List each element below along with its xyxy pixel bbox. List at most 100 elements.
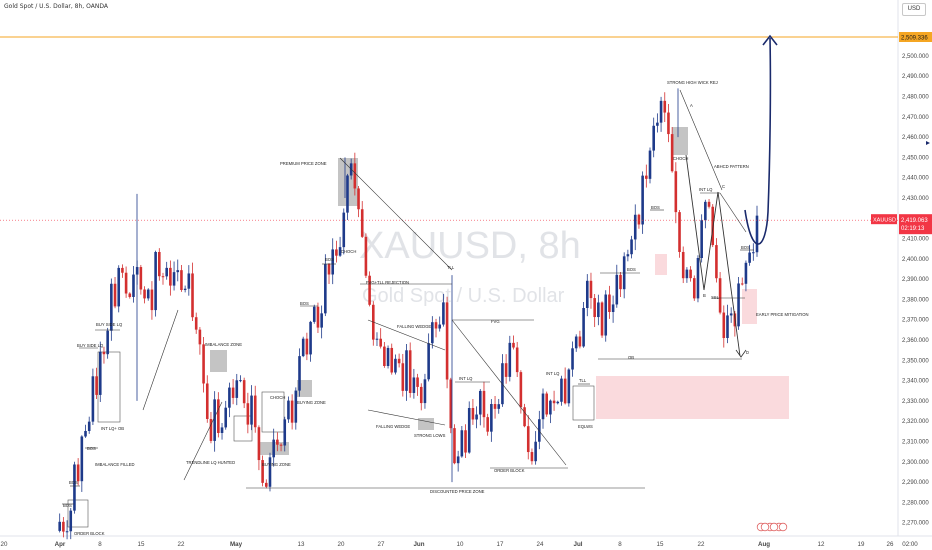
- candle: [180, 264, 183, 292]
- candle-body: [165, 267, 168, 277]
- annotation-label: INT LQ: [546, 371, 560, 376]
- candle-body: [224, 407, 228, 428]
- candle: [305, 332, 309, 361]
- candle: [246, 392, 250, 434]
- candle-body: [604, 294, 608, 336]
- event-flag-icon[interactable]: [760, 522, 770, 532]
- event-flag-icon[interactable]: [778, 522, 788, 532]
- candle: [700, 214, 703, 263]
- candle: [205, 375, 209, 423]
- event-flag-icon[interactable]: [769, 522, 779, 532]
- candle-body: [209, 418, 213, 441]
- candle-body: [272, 439, 275, 458]
- candle: [726, 304, 729, 344]
- candle-body: [608, 294, 611, 312]
- annotation-label: BOS: [651, 205, 660, 210]
- currency-button[interactable]: USD: [902, 3, 926, 16]
- time-tick-label: Jun: [413, 541, 424, 548]
- candle-body: [408, 350, 412, 393]
- candle-body: [453, 428, 456, 464]
- annotation-label: BUY SIDE LQ: [77, 343, 104, 348]
- candle: [478, 389, 482, 426]
- candle: [143, 286, 146, 304]
- candle-body: [482, 390, 486, 418]
- annotation-label: BOS: [627, 267, 636, 272]
- candle-body: [364, 236, 368, 276]
- choch-box: [672, 127, 688, 155]
- trendline-box: [233, 415, 253, 442]
- annotation-label: TRENDLINE LQ HUNTED: [186, 460, 235, 465]
- candle: [228, 382, 231, 418]
- annotation-label: DISCOUNTED PRICE ZONE: [430, 489, 485, 494]
- candle: [408, 342, 412, 398]
- candle: [545, 391, 548, 417]
- trendline: [339, 157, 453, 271]
- candle: [449, 377, 453, 434]
- price-tick-label: 2,370.000: [902, 318, 929, 324]
- candle-body: [641, 175, 644, 225]
- strong-lows-box: [418, 418, 434, 430]
- candle-body: [497, 404, 501, 409]
- candle: [696, 255, 700, 303]
- candle-body: [626, 254, 630, 257]
- candle-body: [656, 122, 659, 126]
- candle-body: [423, 379, 427, 404]
- candle: [375, 332, 379, 347]
- symbol-title[interactable]: Gold Spot / U.S. Dollar, 8h, OANDA: [4, 3, 108, 10]
- falling-wedge-line: [367, 409, 446, 426]
- candle: [504, 354, 508, 384]
- candle-body: [228, 387, 231, 408]
- candle: [301, 336, 305, 358]
- candle: [158, 248, 161, 281]
- candle-body: [316, 306, 320, 328]
- price-tick-label: 2,330.000: [902, 399, 929, 405]
- candle-body: [589, 280, 593, 299]
- candle: [667, 103, 670, 143]
- candle: [578, 330, 582, 349]
- candle: [405, 344, 408, 401]
- candle: [128, 292, 132, 299]
- candle: [121, 264, 124, 278]
- target-price-tag-label: 2,509.336: [901, 36, 928, 42]
- candle-body: [597, 302, 600, 318]
- candle: [265, 479, 268, 489]
- candle-body: [312, 306, 316, 322]
- candle: [368, 271, 371, 307]
- candle: [427, 333, 430, 382]
- candle: [670, 127, 674, 173]
- candle: [272, 428, 275, 467]
- candle: [652, 117, 655, 158]
- candle: [110, 278, 113, 341]
- candle-body: [615, 274, 619, 305]
- candle: [324, 254, 327, 317]
- candle-body: [600, 302, 604, 336]
- abcd-line: [719, 192, 747, 233]
- candle: [194, 312, 198, 334]
- candle-body: [198, 329, 202, 345]
- order-block-box: [67, 499, 89, 528]
- candle-body: [519, 372, 523, 408]
- candle: [515, 341, 519, 377]
- candle: [161, 272, 165, 285]
- candle: [663, 92, 667, 123]
- bar-countdown-label: 02:19:13: [901, 226, 925, 232]
- falling-wedge-line: [367, 319, 446, 351]
- candle-body: [486, 417, 489, 432]
- candle-body: [471, 408, 475, 420]
- candle: [357, 185, 360, 218]
- candle: [556, 400, 560, 405]
- time-tick-label: 27: [378, 541, 385, 548]
- candle: [707, 199, 711, 209]
- candle: [523, 403, 526, 428]
- candle: [744, 260, 748, 292]
- annotation-label: TLL: [447, 265, 455, 270]
- time-tick-label: 26: [887, 541, 894, 548]
- candle: [681, 246, 685, 284]
- annotation-label: CHOCH: [341, 249, 356, 254]
- candle-body: [538, 419, 541, 442]
- candle-body: [449, 379, 453, 429]
- candle-body: [338, 247, 342, 256]
- price-tick-label: 2,340.000: [902, 379, 929, 385]
